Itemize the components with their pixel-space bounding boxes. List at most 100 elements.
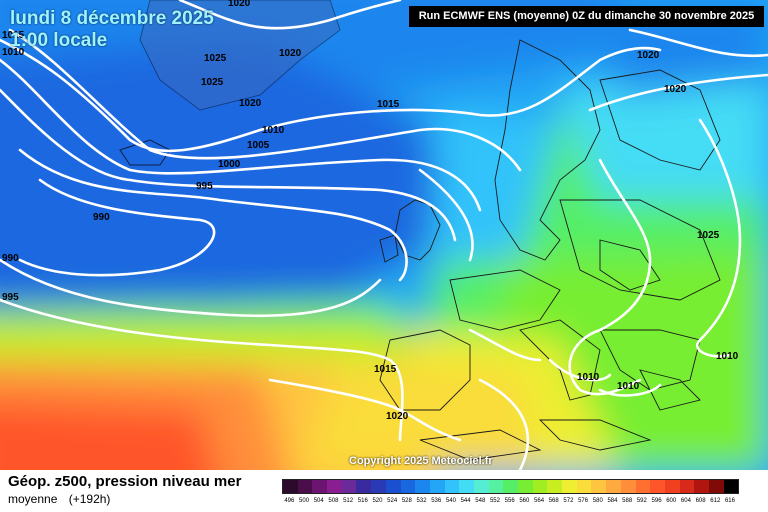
- scale-swatch: [620, 480, 636, 493]
- scale-tick-label: 584: [607, 498, 618, 504]
- scale-tick-label: 616: [724, 498, 735, 504]
- scale-swatch: [297, 480, 313, 493]
- isobar-label: 1010: [262, 125, 285, 136]
- isobar-label: 1010: [2, 47, 25, 58]
- scale-swatch: [371, 480, 386, 493]
- scale-swatch: [679, 480, 695, 493]
- isobar-label: 990: [93, 212, 110, 223]
- scale-swatch: [664, 480, 680, 493]
- scale-swatch: [400, 480, 416, 493]
- scale-tick-label: 528: [401, 498, 412, 504]
- scale-swatch: [459, 480, 474, 493]
- scale-swatch: [532, 480, 548, 493]
- scale-tick-label: 540: [445, 498, 456, 504]
- scale-swatch: [503, 480, 518, 493]
- scale-tick-label: 572: [563, 498, 574, 504]
- isobar-label: 1020: [664, 84, 687, 95]
- scale-tick-label: 508: [328, 498, 339, 504]
- copyright-text: Copyright 2025 Meteociel.fr: [349, 455, 493, 467]
- isobar-lines: [0, 0, 768, 470]
- isobar-label: 1010: [716, 351, 739, 362]
- forecast-date: lundi 8 décembre 2025: [10, 8, 214, 29]
- scale-swatch: [650, 480, 665, 493]
- scale-swatch: [576, 480, 592, 493]
- scale-swatch: [591, 480, 607, 493]
- isobar-label: 1020: [637, 50, 660, 61]
- coastlines-europe: [379, 39, 721, 461]
- scale-tick-label: 580: [592, 498, 603, 504]
- isobar-label: 1010: [617, 381, 640, 392]
- scale-tick-label: 556: [504, 498, 515, 504]
- scale-swatch: [312, 480, 328, 493]
- isobar-label: 995: [196, 181, 213, 192]
- landmass-iceland: [119, 139, 171, 166]
- color-scale: [282, 479, 740, 494]
- isobar-label: 1020: [228, 0, 251, 9]
- isobar-label: 1015: [2, 30, 25, 41]
- scale-tick-label: 604: [680, 498, 691, 504]
- scale-tick-label: 544: [460, 498, 471, 504]
- isobar-label: 990: [2, 253, 19, 264]
- isobar-label: 1025: [201, 77, 224, 88]
- legend-subtitle-mean: moyenne: [8, 492, 58, 506]
- scale-swatch: [415, 480, 430, 493]
- legend-panel: Géop. z500, pression niveau mer moyenne …: [0, 470, 768, 512]
- scale-tick-label: 512: [343, 498, 354, 504]
- geopotential-field: [0, 0, 768, 470]
- color-scale-labels: 496 500 504 508 512 516 520 524 528 532 536 540 544 5…: [282, 498, 737, 504]
- scale-swatch: [562, 480, 577, 493]
- scale-tick-label: 608: [695, 498, 706, 504]
- isobar-labels: 1020 1015 1010 1025 1020 1025 1020 1015 …: [2, 0, 739, 422]
- weather-map: 1020 1015 1010 1025 1020 1025 1020 1015 …: [0, 0, 768, 470]
- scale-swatch: [694, 480, 709, 493]
- scale-swatch: [708, 480, 724, 493]
- scale-tick-label: 612: [710, 498, 721, 504]
- forecast-date-title: lundi 8 décembre 2025 1:00 locale: [10, 8, 214, 52]
- isobar-label: 1005: [247, 140, 270, 151]
- scale-swatch: [723, 480, 739, 493]
- isobar-label: 1010: [577, 372, 600, 383]
- isobar-label: 1015: [374, 364, 397, 375]
- scale-swatch: [444, 480, 460, 493]
- scale-swatch: [547, 480, 563, 493]
- isobar-label: 1000: [218, 159, 241, 170]
- scale-tick-label: 524: [387, 498, 398, 504]
- scale-tick-label: 588: [622, 498, 633, 504]
- scale-swatch: [473, 480, 489, 493]
- legend-subtitle-lead: (+192h): [68, 492, 111, 506]
- scale-tick-label: 596: [651, 498, 662, 504]
- scale-swatch: [385, 480, 401, 493]
- scale-tick-label: 564: [534, 498, 545, 504]
- scale-swatch: [356, 480, 372, 493]
- isobar-label: 1020: [239, 98, 262, 109]
- isobar-label: 1020: [279, 48, 302, 59]
- model-run-info: Run ECMWF ENS (moyenne) 0Z du dimanche 3…: [409, 6, 764, 27]
- scale-tick-label: 592: [636, 498, 647, 504]
- scale-tick-label: 532: [416, 498, 427, 504]
- scale-tick-label: 560: [519, 498, 530, 504]
- scale-swatch: [488, 480, 504, 493]
- isobar-label: 1020: [386, 411, 409, 422]
- scale-swatch: [518, 480, 533, 493]
- scale-tick-label: 600: [666, 498, 677, 504]
- scale-swatch: [283, 480, 298, 493]
- scale-tick-label: 500: [299, 498, 310, 504]
- scale-swatch: [341, 480, 357, 493]
- isobar-label: 1015: [377, 99, 400, 110]
- legend-subtitle: moyenne (+192h): [8, 492, 118, 506]
- scale-tick-label: 496: [284, 498, 295, 504]
- scale-swatch: [327, 480, 342, 493]
- forecast-local-time: 1:00 locale: [10, 30, 108, 51]
- scale-swatch: [606, 480, 621, 493]
- scale-tick-label: 536: [431, 498, 442, 504]
- legend-title: Géop. z500, pression niveau mer: [8, 473, 242, 490]
- scale-tick-label: 576: [578, 498, 589, 504]
- isobar-label: 1025: [697, 230, 720, 241]
- scale-tick-label: 552: [489, 498, 500, 504]
- scale-tick-label: 568: [548, 498, 559, 504]
- scale-swatch: [635, 480, 651, 493]
- scale-tick-label: 520: [372, 498, 383, 504]
- scale-tick-label: 548: [475, 498, 486, 504]
- isobar-label: 1025: [204, 53, 227, 64]
